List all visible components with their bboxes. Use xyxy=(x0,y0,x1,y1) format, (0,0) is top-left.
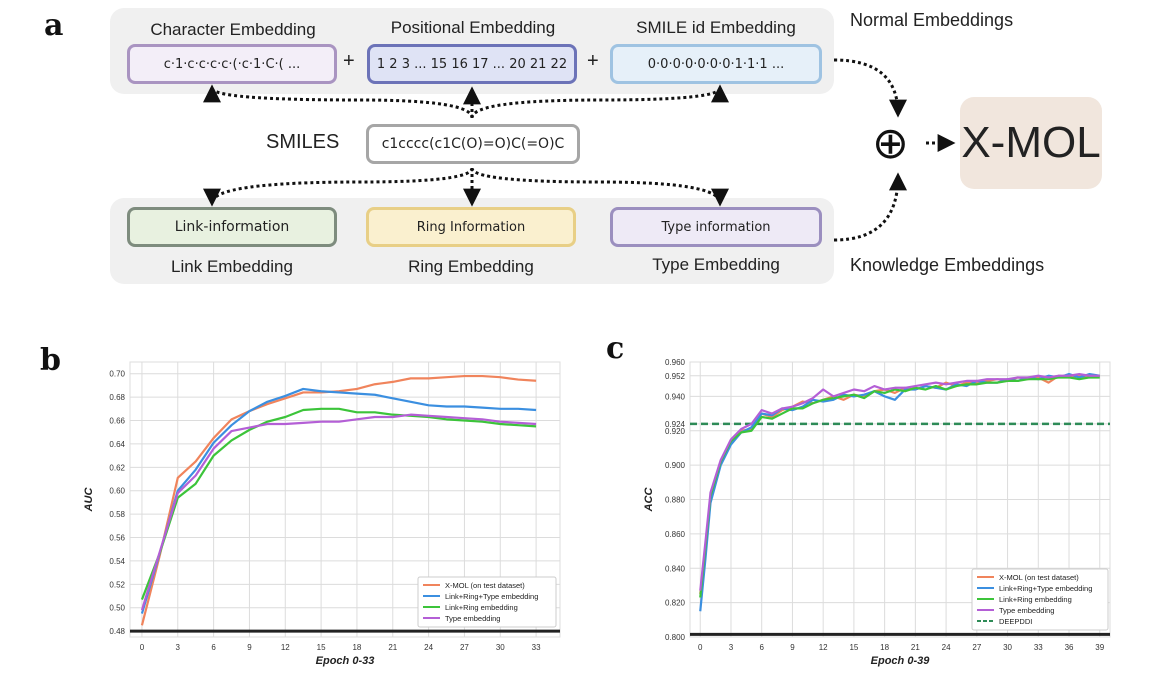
x-axis-label: Epoch 0-33 xyxy=(316,655,375,667)
x-tick-label: 18 xyxy=(352,643,361,652)
x-tick-label: 18 xyxy=(880,643,889,652)
x-tick-label: 39 xyxy=(1095,643,1104,652)
y-tick-label: 0.58 xyxy=(109,510,125,519)
y-axis-label: AUC xyxy=(83,487,95,513)
x-tick-label: 15 xyxy=(849,643,858,652)
legend-entry: X-MOL (on test dataset) xyxy=(999,573,1079,582)
y-tick-label: 0.900 xyxy=(665,461,686,470)
legend-entry: Type embedding xyxy=(445,614,500,623)
x-tick-label: 36 xyxy=(1065,643,1074,652)
arrow-to-smile-id xyxy=(472,88,720,118)
panel-letter-b: b xyxy=(40,343,61,378)
y-tick-label: 0.64 xyxy=(109,440,125,449)
y-tick-label: 0.960 xyxy=(665,358,686,367)
x-tick-label: 30 xyxy=(1003,643,1012,652)
arrow-knowledge-to-oplus xyxy=(834,176,898,240)
legend-entry: Link+Ring+Type embedding xyxy=(999,584,1092,593)
x-tick-label: 21 xyxy=(388,643,397,652)
y-tick-label: 0.54 xyxy=(109,557,125,566)
panel-letter-c: c xyxy=(606,331,624,366)
x-tick-label: 0 xyxy=(698,643,703,652)
y-tick-label: 0.860 xyxy=(665,530,686,539)
x-tick-label: 0 xyxy=(140,643,145,652)
x-tick-label: 3 xyxy=(729,643,734,652)
y-tick-label: 0.66 xyxy=(109,417,125,426)
y-tick-label: 0.60 xyxy=(109,487,125,496)
x-tick-label: 27 xyxy=(972,643,981,652)
y-tick-label: 0.62 xyxy=(109,463,125,472)
legend-entry: Link+Ring embedding xyxy=(999,595,1072,604)
x-tick-label: 30 xyxy=(496,643,505,652)
y-tick-label: 0.68 xyxy=(109,393,125,402)
x-tick-label: 15 xyxy=(317,643,326,652)
legend-entry: X-MOL (on test dataset) xyxy=(445,581,525,590)
y-tick-label: 0.840 xyxy=(665,564,686,573)
arrow-to-character xyxy=(212,88,472,118)
x-tick-label: 33 xyxy=(532,643,541,652)
y-tick-label: 0.50 xyxy=(109,604,125,613)
x-tick-label: 33 xyxy=(1034,643,1043,652)
y-tick-label: 0.940 xyxy=(665,392,686,401)
panel-a-arrows xyxy=(0,0,1164,320)
x-tick-label: 27 xyxy=(460,643,469,652)
arrow-normal-to-oplus xyxy=(834,60,898,114)
y-tick-label: 0.880 xyxy=(665,496,686,505)
y-tick-label: 0.800 xyxy=(665,633,686,642)
x-tick-label: 24 xyxy=(424,643,433,652)
y-tick-label: 0.820 xyxy=(665,599,686,608)
y-tick-label: 0.70 xyxy=(109,370,125,379)
x-axis-label: Epoch 0-39 xyxy=(871,655,931,667)
x-tick-label: 9 xyxy=(790,643,795,652)
legend-entry: Type embedding xyxy=(999,606,1054,615)
y-tick-label: 0.52 xyxy=(109,580,125,589)
x-tick-label: 3 xyxy=(176,643,181,652)
x-tick-label: 9 xyxy=(247,643,252,652)
x-tick-label: 24 xyxy=(942,643,951,652)
legend-entry: Link+Ring embedding xyxy=(445,603,518,612)
x-tick-label: 12 xyxy=(281,643,290,652)
y-tick-label: 0.952 xyxy=(665,372,686,381)
arrow-to-type xyxy=(472,168,720,203)
legend-entry: Link+Ring+Type embedding xyxy=(445,592,538,601)
y-axis-label: ACC xyxy=(643,487,655,513)
acc-chart: 0.800 0.820 0.840 0.860 0.880 0.900 0.9200.924… xyxy=(640,350,1160,680)
arrow-to-link xyxy=(212,168,472,203)
x-tick-label: 6 xyxy=(211,643,216,652)
auc-chart: 0.48 0.50 0.52 0.54 0.56 0.58 0.60 0.62 0.64 0.66… xyxy=(80,350,570,680)
legend-entry: DEEPDDI xyxy=(999,617,1032,626)
y-tick-label: 0.56 xyxy=(109,534,125,543)
x-tick-label: 21 xyxy=(911,643,920,652)
y-tick-label: 0.924 xyxy=(665,420,686,429)
x-tick-label: 6 xyxy=(759,643,764,652)
x-tick-label: 12 xyxy=(819,643,828,652)
y-tick-label: 0.48 xyxy=(109,627,125,636)
